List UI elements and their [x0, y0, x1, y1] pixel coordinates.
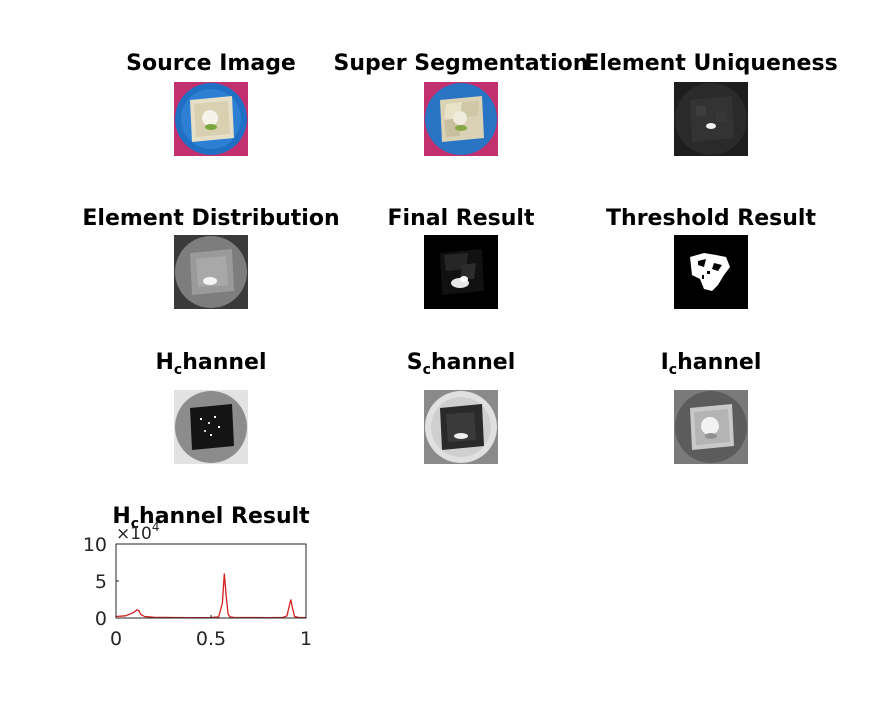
element-distribution-thumbnail	[174, 235, 248, 309]
panel-title-threshold-result: Threshold Result	[606, 206, 816, 231]
y-tick-label: 10	[83, 534, 107, 556]
y-tick-label: 5	[95, 571, 107, 593]
y-tick-label: 0	[95, 608, 107, 630]
panel-title-super-segmentation: Super Segmentation	[333, 51, 589, 76]
panel-title-i-channel: Ichannel	[660, 350, 762, 378]
panel-title-element-uniqueness: Element Uniqueness	[584, 51, 838, 76]
source-image-thumbnail	[174, 82, 248, 156]
h-channel-thumbnail	[174, 390, 248, 464]
x-tick-label: 0.5	[196, 628, 226, 650]
panel-title-final-result: Final Result	[387, 206, 535, 231]
panel-title-element-distribution: Element Distribution	[82, 206, 340, 231]
panel-title-s-channel: Schannel	[406, 350, 516, 378]
x-tick-label: 1	[300, 628, 312, 650]
panel-title-source-image: Source Image	[126, 51, 296, 76]
element-uniqueness-thumbnail	[674, 82, 748, 156]
plot-area	[116, 544, 306, 618]
s-channel-thumbnail	[424, 390, 498, 464]
super-segmentation-thumbnail	[424, 82, 498, 156]
final-result-thumbnail	[424, 235, 498, 309]
series-line	[115, 573, 307, 619]
threshold-result-thumbnail	[674, 235, 748, 309]
y-exponent-label: ×104	[116, 520, 160, 544]
x-tick-label: 0	[110, 628, 122, 650]
chart-title-h-channel-result: Hchannel Result	[112, 504, 310, 532]
panel-title-h-channel: Hchannel	[155, 350, 267, 378]
i-channel-thumbnail	[674, 390, 748, 464]
